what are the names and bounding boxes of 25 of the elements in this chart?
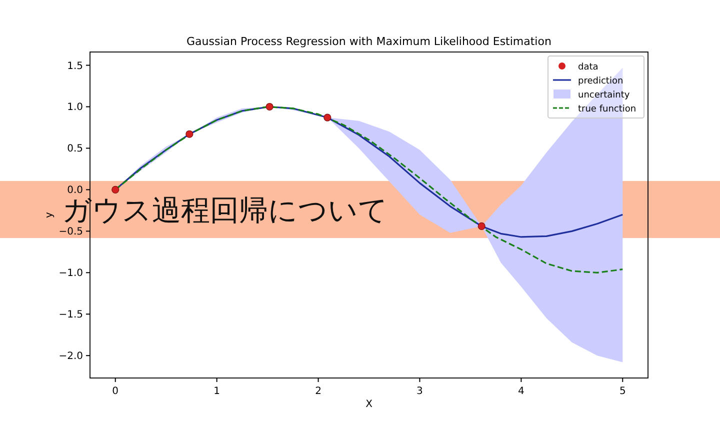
x-tick-label: 3 (416, 386, 423, 397)
x-tick-label: 2 (315, 386, 322, 397)
y-tick-label: −0.5 (58, 226, 83, 238)
y-tick-label: 1.0 (67, 102, 83, 114)
y-tick-label: 0.5 (67, 144, 83, 155)
y-tick-label: −1.5 (58, 310, 83, 321)
legend-label: data (578, 62, 598, 72)
x-tick-label: 4 (518, 386, 524, 397)
legend-label: uncertainty (578, 90, 630, 100)
chart-title: Gaussian Process Regression with Maximum Likelihood Estimation (186, 35, 552, 48)
point (266, 102, 274, 111)
y-tick-label: −2.0 (58, 351, 83, 362)
point (112, 186, 120, 194)
point (478, 222, 486, 230)
legend-label: true function (578, 104, 636, 114)
x-tick-label: 1 (214, 386, 220, 397)
y-tick-label: 1.5 (67, 60, 83, 72)
legend-label: prediction (578, 76, 624, 86)
y-axis-title: y (44, 212, 55, 218)
y-tick-label: −1.0 (58, 268, 83, 280)
x-tick-label: 5 (619, 386, 626, 397)
x-tick-label: 0 (112, 386, 119, 397)
x-axis-title: X (366, 399, 373, 410)
point (186, 130, 194, 138)
point (324, 114, 332, 122)
